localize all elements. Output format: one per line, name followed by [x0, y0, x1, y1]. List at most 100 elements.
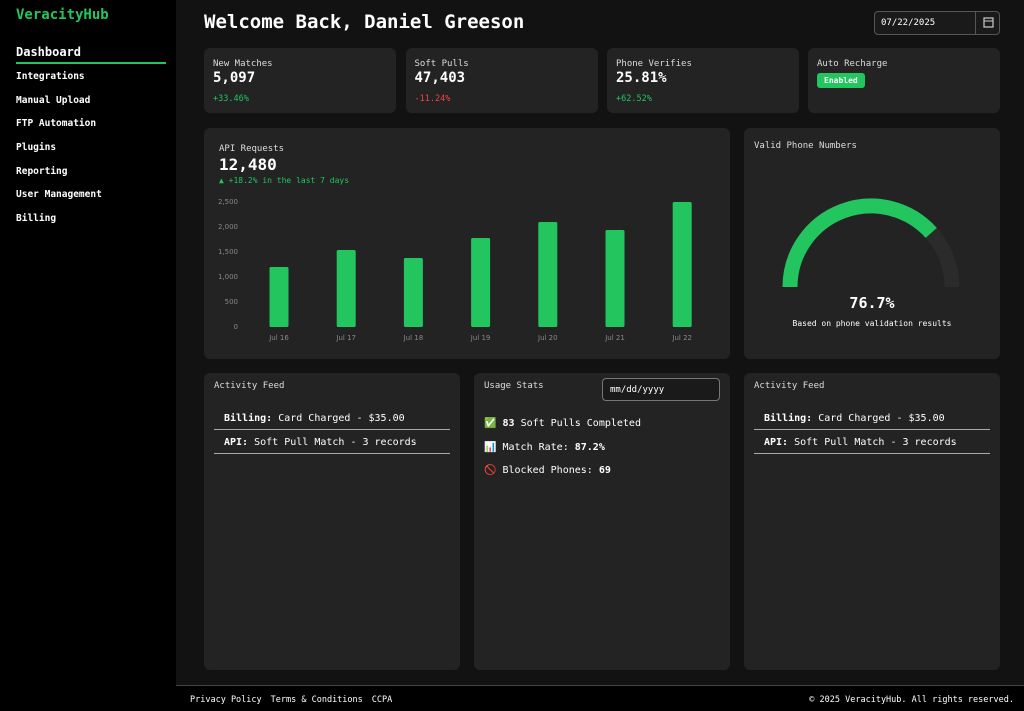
usage-stats-card: Usage Stats mm/dd/yyyy ✅ 83 Soft Pulls C… — [474, 373, 730, 670]
feed-text: Soft Pull Match - 3 records — [254, 437, 417, 448]
bar-chart: 0 500 1,000 1,500 2,000 2,500 Jul 16 Jul 17 Jul … — [218, 198, 692, 342]
activity-feed-card: Activity Feed Billing: Card Charged - $35… — [744, 373, 1000, 670]
usage-text: Soft Pulls Completed — [520, 418, 641, 429]
nav-item[interactable]: Manual Upload — [16, 95, 91, 106]
feed-label: Billing: — [764, 413, 813, 424]
date-input[interactable]: mm/dd/yyyy — [602, 378, 720, 401]
usage-item: 📊 Match Rate: 87.2% — [484, 442, 605, 453]
usage-text: Blocked Phones: — [502, 465, 593, 476]
sidebar: VeracityHub Dashboard Integrations Manual … — [0, 0, 176, 711]
nav-item[interactable]: Integrations — [16, 71, 85, 82]
y-tick-label: 500 — [225, 298, 238, 306]
calendar-button[interactable] — [975, 11, 1000, 35]
icon-shape — [983, 17, 994, 28]
icon: 📊 — [484, 442, 497, 453]
usage-item: ✅ 83 Soft Pulls Completed — [484, 418, 641, 429]
page-title: Welcome Back, Daniel Greeson — [204, 11, 525, 33]
gauge-caption: Based on phone validation results — [792, 319, 952, 328]
y-tick-label: 0 — [234, 323, 238, 331]
footer-link[interactable]: CCPA — [371, 695, 393, 705]
y-tick-label: 1,000 — [218, 273, 238, 281]
usage-text: Match Rate: — [502, 442, 569, 453]
nav-item[interactable]: Dashboard — [16, 45, 166, 64]
stat-label: Soft Pulls — [414, 59, 469, 69]
x-tick-label: Jul 20 — [537, 334, 558, 342]
stat-label: New Matches — [213, 59, 273, 69]
x-tick-label: Jul 22 — [671, 334, 692, 342]
stat-change: -11.24% — [414, 94, 451, 104]
usage-number: 83 — [502, 418, 515, 429]
x-tick-label: Jul 21 — [604, 334, 625, 342]
nav-item[interactable]: Billing — [16, 213, 57, 224]
stat-change: +33.46% — [213, 94, 249, 104]
activity-feed-card: Activity Feed Billing: Card Charged - $35… — [204, 373, 460, 670]
stat-card: Soft Pulls 47,403 -11.24% — [405, 48, 598, 113]
chart-title: API Requests — [219, 144, 285, 154]
brand: VeracityHub — [16, 7, 109, 23]
x-tick-label: Jul 19 — [470, 334, 491, 342]
feed-item: API: Soft Pull Match - 3 records — [754, 437, 990, 454]
footer: Privacy Policy Terms & Conditions CCPA © 2… — [176, 685, 1024, 711]
bar — [269, 267, 289, 327]
feed-item: Billing: Card Charged - $35.00 — [214, 413, 450, 430]
gauge — [782, 198, 960, 288]
nav-item[interactable]: FTP Automation — [16, 118, 97, 129]
bar — [672, 202, 692, 327]
y-tick-label: 2,000 — [218, 223, 238, 231]
usage-number: 69 — [598, 465, 611, 476]
bar — [336, 250, 356, 327]
footer-link[interactable]: Terms & Conditions — [270, 695, 363, 705]
gauge-track — [782, 198, 960, 288]
gauge-arc — [782, 198, 937, 288]
y-tick-label: 1,500 — [218, 248, 238, 256]
date-picker[interactable]: 07/22/2025 — [874, 11, 1000, 35]
stat-card: Phone Verifies 25.81% +62.52% — [607, 48, 799, 113]
usage-number: 87.2% — [574, 442, 605, 453]
footer-link[interactable]: Privacy Policy — [190, 695, 262, 705]
stat-card: New Matches 5,097 +33.46% — [204, 48, 396, 113]
chart-trend: ▲ +18.2% in the last 7 days — [219, 176, 350, 185]
icon: ✅ — [484, 418, 497, 429]
feed-item: Billing: Card Charged - $35.00 — [754, 413, 990, 430]
gauge-title: Valid Phone Numbers — [754, 141, 857, 151]
date-placeholder: mm/dd/yyyy — [610, 385, 665, 395]
feed-label: Billing: — [224, 413, 273, 424]
icon: 🚫 — [484, 465, 497, 476]
bar — [403, 258, 423, 327]
usage-item: 🚫 Blocked Phones: 69 — [484, 465, 611, 476]
stat-value: 5,097 — [213, 70, 256, 86]
copyright: © 2025 VeracityHub. All rights reserved. — [809, 695, 1014, 705]
stat-change: +62.52% — [616, 94, 652, 104]
bar — [605, 230, 625, 327]
bar — [471, 238, 491, 327]
stat-value: 47,403 — [414, 70, 466, 86]
auto-recharge-card: Auto Recharge Enabled — [808, 48, 1000, 113]
footer-links: Privacy Policy Terms & Conditions CCPA — [190, 695, 401, 705]
bar — [538, 222, 558, 327]
nav-item[interactable]: Plugins — [16, 142, 57, 153]
card-title: Activity Feed — [754, 381, 825, 391]
feed-item: API: Soft Pull Match - 3 records — [214, 437, 450, 454]
api-chart-card: API Requests 12,480 ▲ +18.2% in the last… — [204, 128, 730, 359]
gauge-card: Valid Phone Numbers 76.7% Based on phone… — [744, 128, 1000, 359]
x-tick-label: Jul 17 — [335, 334, 356, 342]
nav-item[interactable]: Reporting — [16, 166, 68, 177]
feed-label: API: — [764, 437, 789, 448]
feed-text: Card Charged - $35.00 — [278, 413, 405, 424]
feed-label: API: — [224, 437, 249, 448]
chart-total: 12,480 — [219, 155, 277, 174]
feed-text: Card Charged - $35.00 — [818, 413, 945, 424]
x-tick-label: Jul 16 — [268, 334, 289, 342]
stat-label: Auto Recharge — [817, 59, 888, 69]
feed-text: Soft Pull Match - 3 records — [794, 437, 957, 448]
x-tick-label: Jul 18 — [403, 334, 424, 342]
calendar-icon — [983, 17, 994, 28]
y-tick-label: 2,500 — [218, 198, 238, 206]
nav-item[interactable]: User Management — [16, 189, 102, 200]
stat-label: Phone Verifies — [616, 59, 692, 69]
card-title: Activity Feed — [214, 381, 285, 391]
stat-value: 25.81% — [616, 70, 667, 86]
card-title: Usage Stats — [484, 381, 544, 391]
